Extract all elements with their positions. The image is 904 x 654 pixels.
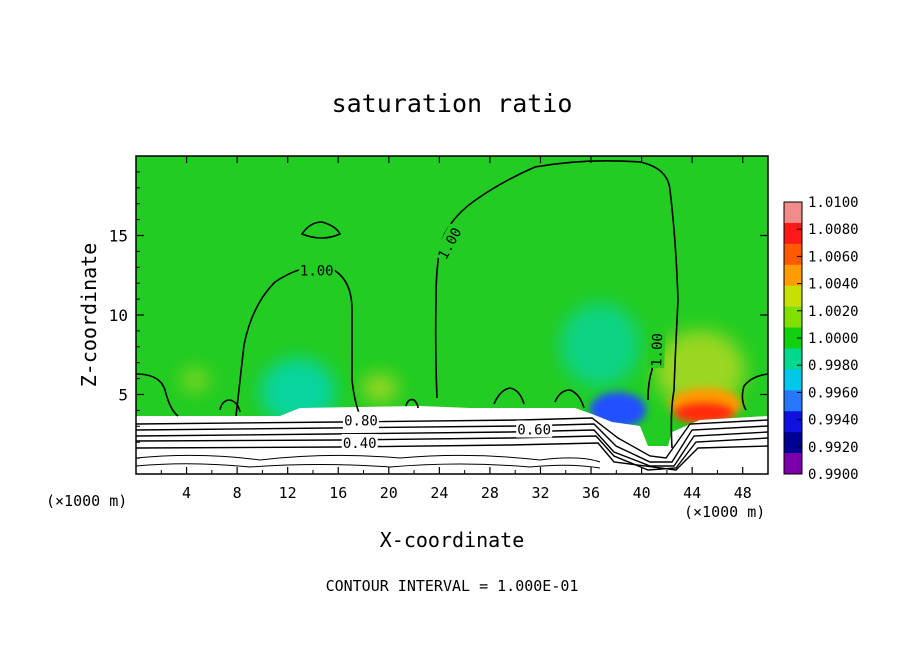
colorbar-tick-label: 0.9900 [808,467,859,483]
contour-label: 0.80 [344,414,378,430]
contour-labels: 1.001.001.000.800.600.40 [298,223,666,452]
colorbar-tick-label: 1.0100 [808,195,859,211]
colorbar-tick-label: 0.9960 [808,385,859,401]
colorbar-swatch [784,432,802,454]
colorbar-tick-label: 1.0080 [808,222,859,238]
anomaly-yellowgreen-1 [362,374,398,402]
anomaly-yellowgreen-3 [181,368,209,392]
colorbar-swatch [784,327,802,349]
y-axis-title: Z-coordinate [77,243,101,388]
colorbar: 1.0100 1.0080 1.0060 1.0040 1.0020 1.0000 0.99… [783,195,859,483]
x-tick-label: 16 [329,484,347,502]
x-tick-label: 4 [182,484,191,502]
x-tick-label: 36 [582,484,600,502]
contour-label: 0.60 [517,422,551,438]
contour-label: 0.40 [343,436,377,452]
colorbar-swatch [784,411,802,433]
colorbar-tick-label: 0.9980 [808,358,859,374]
plot-area [136,156,768,474]
colorbar-swatch [784,243,802,266]
x-axis-ticks: 4 8 12 16 20 24 28 32 36 40 44 48 [160,156,752,502]
contour-label: 1.00 [300,263,334,279]
x-tick-label: 40 [633,484,651,502]
contour-label-bg [298,261,335,279]
contour-interval-note: CONTOUR INTERVAL = 1.000E-01 [326,577,579,595]
colorbar-swatch [784,222,802,245]
chart-title: saturation ratio [332,89,573,118]
anomaly-cyan-right [560,303,640,387]
colorbar-swatch [784,306,802,329]
colorbar-tick-label: 0.9920 [808,440,859,456]
colorbar-swatch [784,264,802,287]
y-tick-label: 15 [109,227,128,246]
contour-label-bg [341,433,378,451]
x-tick-label: 48 [734,484,752,502]
colorbar-tick-label: 1.0000 [808,331,859,347]
x-tick-label: 8 [233,484,242,502]
colorbar-swatch [784,390,802,412]
x-axis-title: X-coordinate [380,528,525,552]
colorbar-tick-label: 1.0060 [808,249,859,265]
colorbar-swatch [784,285,802,308]
x-tick-label: 24 [430,484,448,502]
x-tick-label: 44 [683,484,701,502]
contour-label-bg [342,411,379,429]
x-tick-label: 28 [481,484,499,502]
colorbar-tick-label: 1.0040 [808,277,859,293]
contour-label-bg [433,223,465,264]
colorbar-swatch [784,202,802,224]
colorbar-tick-label: 1.0020 [808,304,859,320]
x-tick-label: 32 [531,484,549,502]
anomaly-red [674,403,734,423]
y-tick-label: 5 [118,386,128,405]
contour-label-bg [516,420,553,438]
z-unit-label: (×1000 m) [46,492,127,510]
contour-label-bg [647,331,666,369]
colorbar-swatch [784,453,802,475]
x-tick-label: 20 [380,484,398,502]
colorbar-swatch [784,369,802,391]
y-tick-label: 10 [109,306,128,325]
contour-label: 1.00 [649,333,666,367]
colorbar-swatch [784,348,802,370]
y-axis-ticks: 5 10 15 [109,171,768,459]
x-unit-label: (×1000 m) [684,503,765,521]
colorbar-tick-label: 0.9940 [808,413,859,429]
contour-lines-lower [136,417,768,471]
x-tick-label: 12 [279,484,297,502]
